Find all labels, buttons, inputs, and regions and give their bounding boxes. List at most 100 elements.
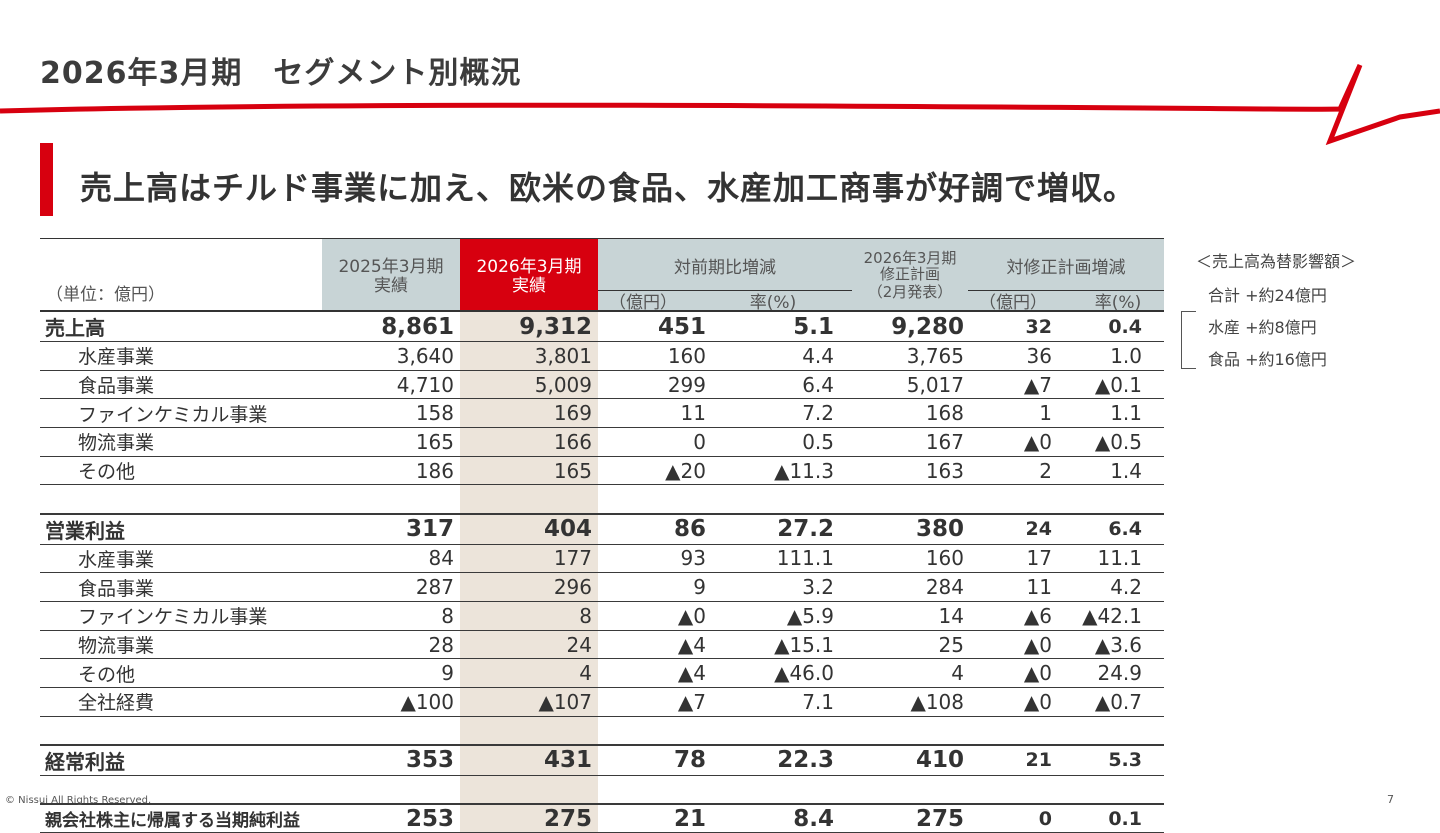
table-cell: 9 bbox=[598, 572, 718, 602]
table-cell: ▲7 bbox=[598, 687, 718, 717]
table-cell: 21 bbox=[598, 804, 718, 833]
fx-impact-marine: 水産 +約8億円 bbox=[1208, 318, 1317, 337]
table-cell: 36 bbox=[968, 341, 1068, 371]
table-cell: 9,280 bbox=[852, 312, 968, 342]
table-cell: 5,017 bbox=[852, 370, 968, 400]
copyright: © Nissui All Rights Reserved. bbox=[5, 795, 152, 806]
fx-impact-bracket bbox=[1181, 311, 1196, 369]
table-cell: ▲15.1 bbox=[718, 630, 852, 660]
table-cell: 24 bbox=[968, 513, 1068, 545]
table-cell: 4.4 bbox=[718, 341, 852, 371]
table-cell: 160 bbox=[598, 341, 718, 371]
table-cell: 1.0 bbox=[1068, 341, 1164, 371]
table-cell: ▲108 bbox=[852, 687, 968, 717]
table-cell: 28 bbox=[322, 630, 460, 660]
header-yoy: 対前期比増減 （億円） 率(%) bbox=[598, 239, 852, 312]
table-row: ファインケミカル事業 158 169 11 7.2 168 1 1.1 bbox=[40, 398, 1164, 429]
table-cell: 4.2 bbox=[1068, 572, 1164, 602]
table-cell: ▲46.0 bbox=[718, 658, 852, 689]
table-row: 食品事業 287 296 9 3.2 284 11 4.2 bbox=[40, 572, 1164, 602]
table-cell: ▲0 bbox=[968, 630, 1068, 660]
table-row: ファインケミカル事業 8 8 ▲0 ▲5.9 14 ▲6 ▲42.1 bbox=[40, 601, 1164, 631]
table-cell: ▲4 bbox=[598, 658, 718, 689]
table-cell: 3,765 bbox=[852, 341, 968, 371]
table-cell: ▲107 bbox=[460, 687, 598, 717]
table-cell: 9 bbox=[322, 658, 460, 689]
table-cell: 8 bbox=[322, 601, 460, 631]
table-cell: 431 bbox=[460, 744, 598, 776]
table-cell: 2 bbox=[968, 456, 1068, 486]
table-cell: 27.2 bbox=[718, 513, 852, 545]
table-cell: 7.2 bbox=[718, 398, 852, 429]
table-row: 経常利益 353 431 78 22.3 410 21 5.3 bbox=[40, 744, 1164, 776]
table-cell: 0 bbox=[598, 427, 718, 457]
row-label: 食品事業 bbox=[40, 572, 322, 602]
table-cell: 160 bbox=[852, 544, 968, 574]
table-cell: ▲5.9 bbox=[718, 601, 852, 631]
table-row: 全社経費 ▲100 ▲107 ▲7 7.1 ▲108 ▲0 ▲0.7 bbox=[40, 687, 1164, 717]
table-cell: 410 bbox=[852, 744, 968, 776]
fx-impact-food: 食品 +約16億円 bbox=[1208, 350, 1327, 369]
table-cell: 166 bbox=[460, 427, 598, 457]
table-row: 水産事業 84 177 93 111.1 160 17 11.1 bbox=[40, 544, 1164, 574]
table-cell: 299 bbox=[598, 370, 718, 400]
table-cell: 1.1 bbox=[1068, 398, 1164, 429]
table-cell: ▲0.7 bbox=[1068, 687, 1164, 717]
headline: 売上高はチルド事業に加え、欧米の食品、水産加工商事が好調で増収。 bbox=[80, 169, 1137, 207]
header-fy2025: 2025年3月期 実績 bbox=[322, 239, 460, 310]
header-plan: 2026年3月期 修正計画 （2月発表） bbox=[852, 239, 968, 310]
table-cell: 0.4 bbox=[1068, 312, 1164, 342]
row-label: 食品事業 bbox=[40, 370, 322, 400]
table-cell: 296 bbox=[460, 572, 598, 602]
table-cell: ▲100 bbox=[322, 687, 460, 717]
table-cell: 4,710 bbox=[322, 370, 460, 400]
table-row: 親会社株主に帰属する当期純利益 253 275 21 8.4 275 0 0.1 bbox=[40, 804, 1164, 833]
row-label: 水産事業 bbox=[40, 341, 322, 371]
table-cell: ▲0 bbox=[598, 601, 718, 631]
table-cell: ▲42.1 bbox=[1068, 601, 1164, 631]
table-cell: 380 bbox=[852, 513, 968, 545]
unit-label: （単位：億円） bbox=[46, 285, 165, 305]
table-cell: 275 bbox=[460, 804, 598, 833]
table-cell: ▲3.6 bbox=[1068, 630, 1164, 660]
table-cell: 4 bbox=[852, 658, 968, 689]
table-cell: 25 bbox=[852, 630, 968, 660]
table-row: その他 9 4 ▲4 ▲46.0 4 ▲0 24.9 bbox=[40, 658, 1164, 689]
table-cell: 451 bbox=[598, 312, 718, 342]
table-cell: ▲7 bbox=[968, 370, 1068, 400]
table-cell: 17 bbox=[968, 544, 1068, 574]
table-cell: 86 bbox=[598, 513, 718, 545]
table-cell: 24 bbox=[460, 630, 598, 660]
table-cell: 3,801 bbox=[460, 341, 598, 371]
table-cell: ▲0.5 bbox=[1068, 427, 1164, 457]
table-cell: 167 bbox=[852, 427, 968, 457]
table-cell: 11 bbox=[598, 398, 718, 429]
table-cell: 6.4 bbox=[718, 370, 852, 400]
table-header: （単位：億円） 2025年3月期 実績 2026年3月期 実績 対前期比増減 （… bbox=[40, 238, 1164, 312]
table-cell: 21 bbox=[968, 744, 1068, 776]
headline-accent-bar bbox=[40, 143, 53, 216]
table-cell: 11 bbox=[968, 572, 1068, 602]
table-cell: 253 bbox=[322, 804, 460, 833]
table-cell: ▲0 bbox=[968, 427, 1068, 457]
table-cell: 7.1 bbox=[718, 687, 852, 717]
row-label: その他 bbox=[40, 456, 322, 486]
table-row: 売上高 8,861 9,312 451 5.1 9,280 32 0.4 bbox=[40, 312, 1164, 342]
table-cell: 78 bbox=[598, 744, 718, 776]
table-cell: 163 bbox=[852, 456, 968, 486]
page-title: 2026年3月期 セグメント別概況 bbox=[40, 56, 522, 91]
table-cell: 9,312 bbox=[460, 312, 598, 342]
table-cell: ▲11.3 bbox=[718, 456, 852, 486]
table-cell: 32 bbox=[968, 312, 1068, 342]
table-cell: ▲0 bbox=[968, 687, 1068, 717]
table-cell: 0.1 bbox=[1068, 804, 1164, 833]
table-cell: 404 bbox=[460, 513, 598, 545]
fx-impact-total: 合計 +約24億円 bbox=[1208, 286, 1327, 305]
table-row: 水産事業 3,640 3,801 160 4.4 3,765 36 1.0 bbox=[40, 341, 1164, 371]
table-cell: 0.5 bbox=[718, 427, 852, 457]
table-cell: 169 bbox=[460, 398, 598, 429]
table-cell: ▲6 bbox=[968, 601, 1068, 631]
table-row: その他 186 165 ▲20 ▲11.3 163 2 1.4 bbox=[40, 456, 1164, 486]
section-divider bbox=[40, 775, 1164, 806]
table-cell: 165 bbox=[322, 427, 460, 457]
